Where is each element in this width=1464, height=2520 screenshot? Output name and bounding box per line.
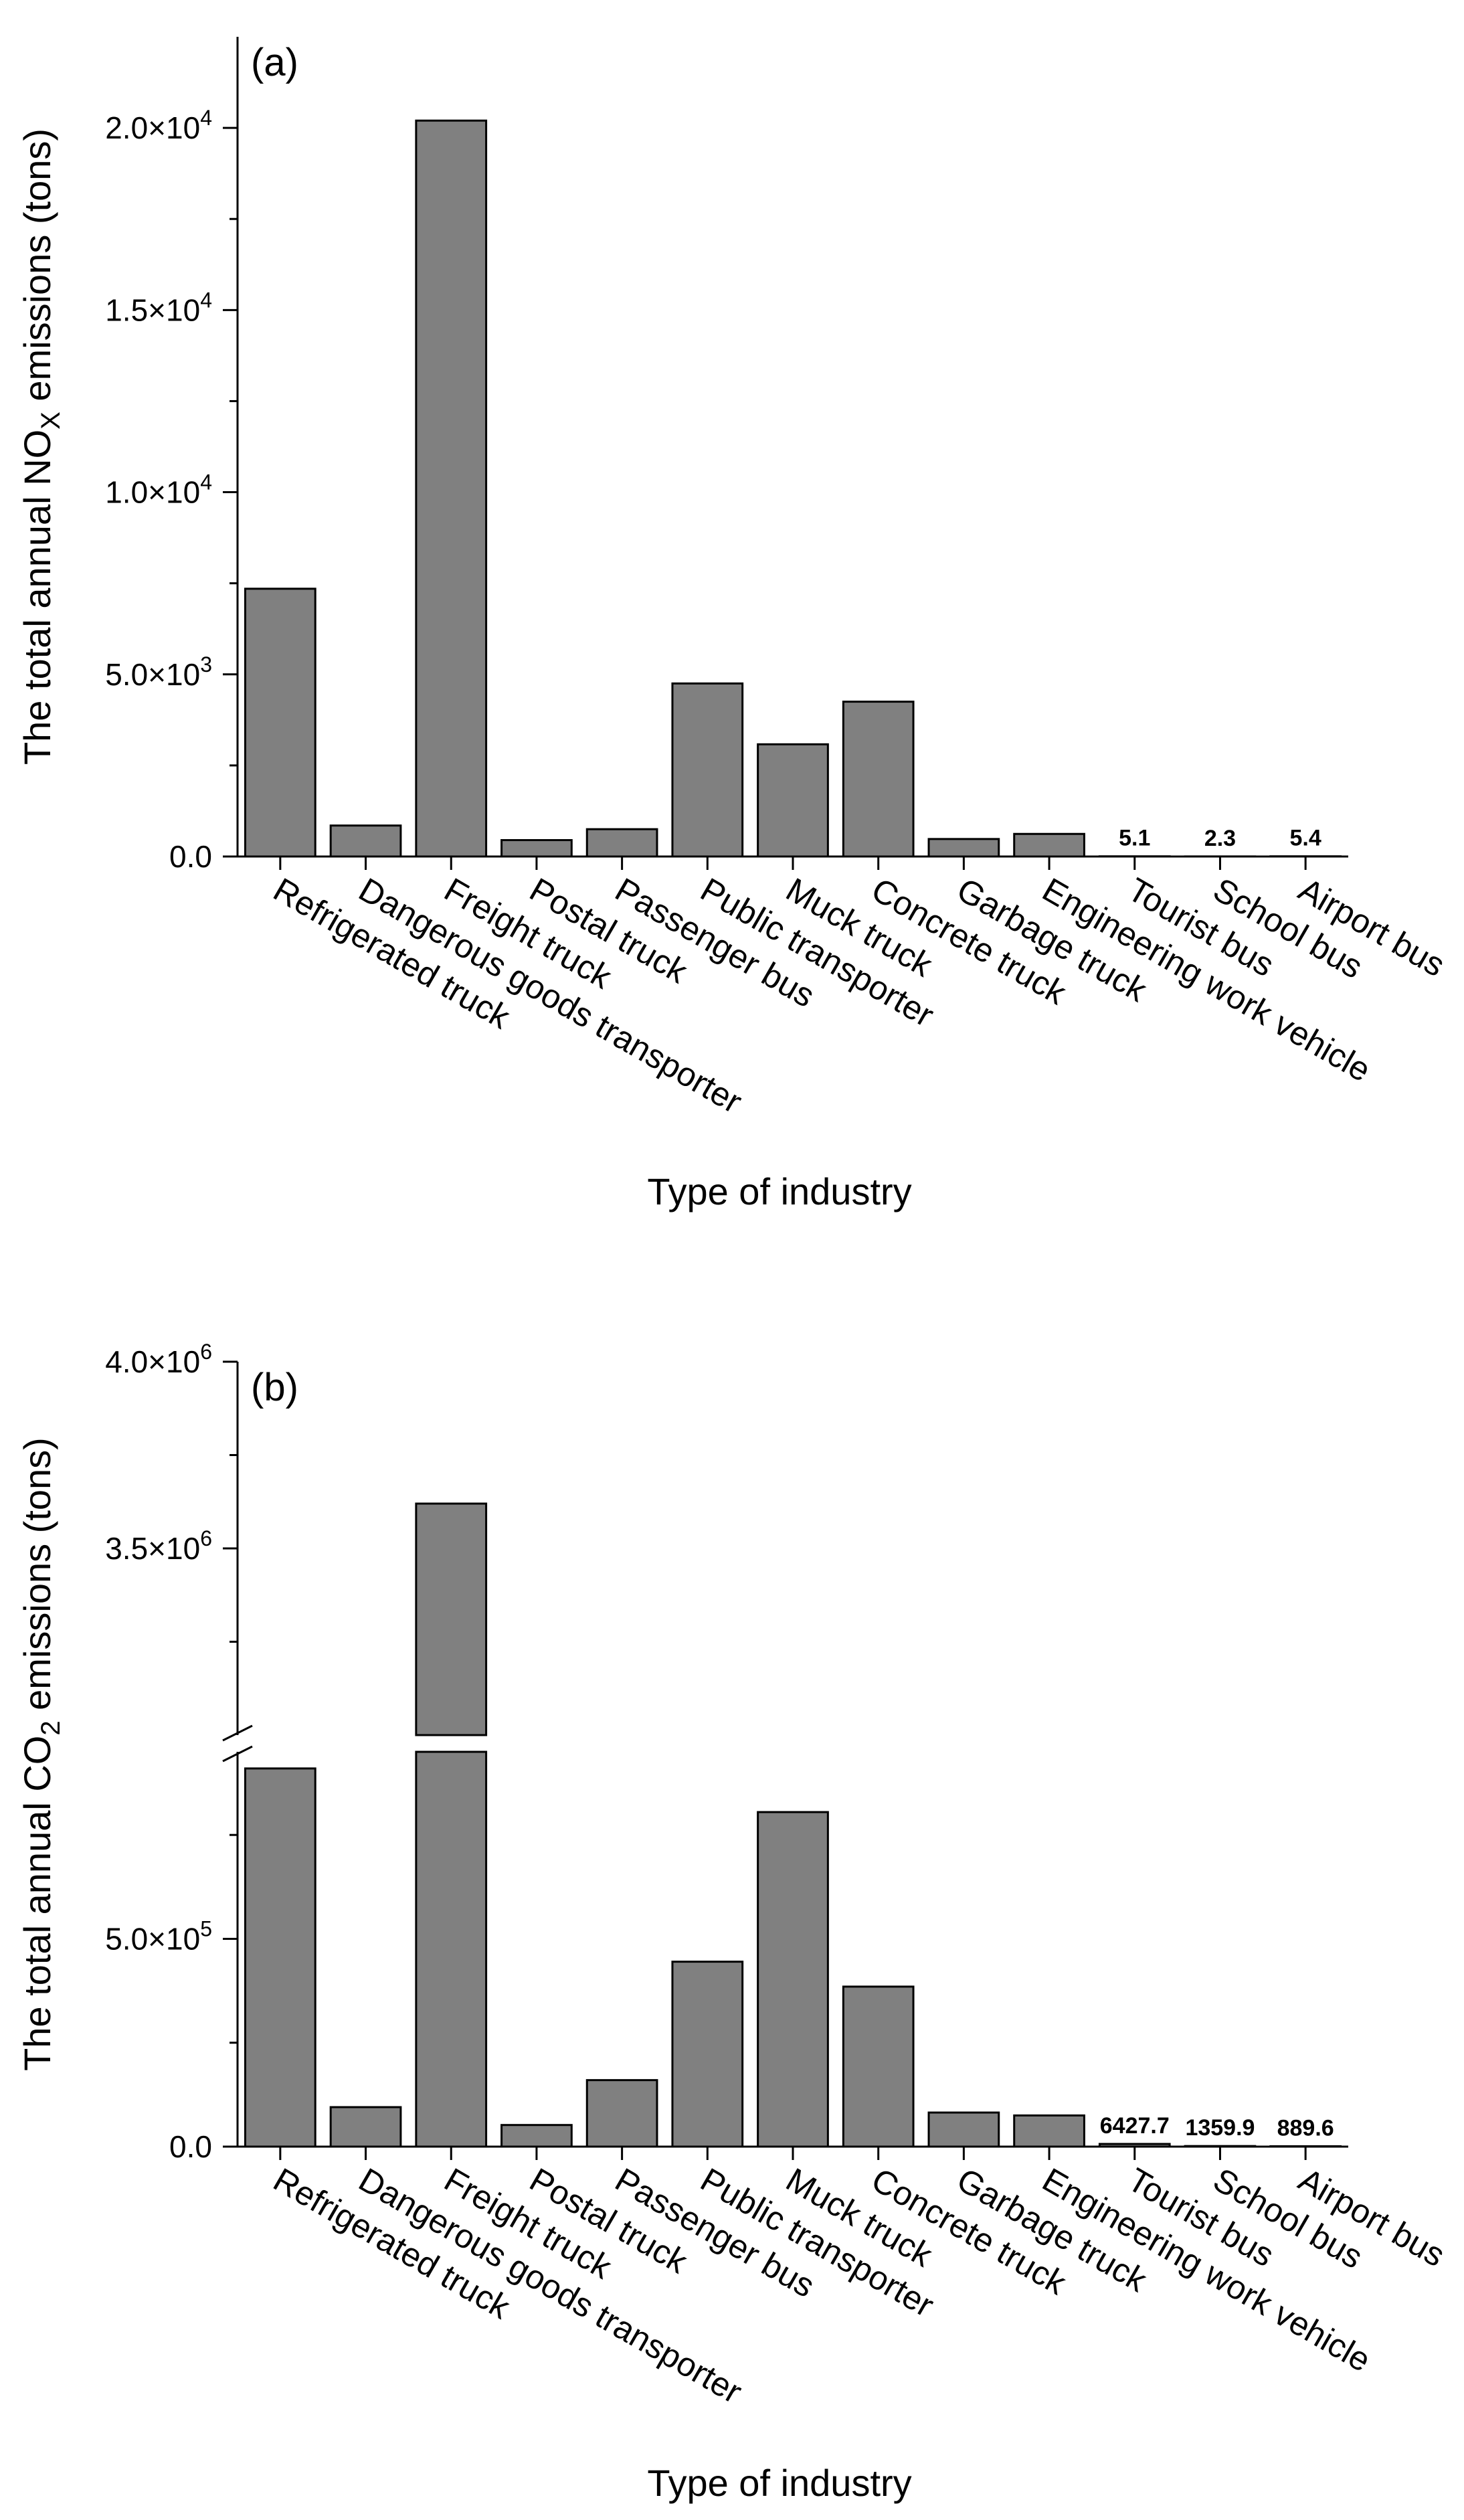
axis-break-mark [222, 1745, 253, 1763]
y-tick-label-mantissa: 0.0 [169, 2129, 212, 2164]
y-axis-title-sub: 2 [36, 1720, 66, 1735]
y-axis-title: The total annual CO2 emissions (tons) [16, 1437, 66, 2071]
y-tick-label-exponent: 6 [200, 1340, 212, 1364]
data-label: 6427.7 [1100, 2113, 1170, 2139]
y-tick-label-mantissa: 1.5×10 [105, 292, 200, 327]
y-tick-label-mantissa: 3.5×10 [105, 1531, 200, 1566]
y-tick-label: 0.0 [169, 839, 212, 874]
bar [500, 2124, 573, 2148]
data-label: 2.3 [1204, 826, 1236, 851]
data-label: 5.1 [1119, 826, 1150, 851]
data-label: 5.4 [1290, 826, 1321, 851]
bar [757, 743, 829, 858]
y-tick-label-exponent: 4 [200, 288, 212, 312]
y-axis-title-rest: emissions (tons) [16, 1437, 58, 1720]
bar [585, 2079, 658, 2148]
bar [671, 1961, 744, 2148]
y-tick-label-exponent: 4 [200, 470, 212, 494]
y-axis-title-main: The total annual CO [16, 1736, 58, 2071]
bar [585, 828, 658, 858]
bar [500, 839, 573, 858]
bar [842, 1985, 915, 2148]
bar [244, 588, 316, 858]
bar [329, 2106, 402, 2148]
data-label: 889.6 [1277, 2115, 1334, 2141]
y-tick-label-mantissa: 2.0×10 [105, 110, 200, 145]
bar [1013, 2114, 1085, 2148]
bar [415, 119, 488, 858]
y-tick-label-mantissa: 4.0×10 [105, 1344, 200, 1379]
bar-upper-segment [415, 1502, 488, 1736]
y-tick-label: 1.0×104 [105, 470, 212, 510]
y-tick-label: 1.5×104 [105, 288, 212, 327]
bar [842, 701, 915, 858]
y-tick-label: 4.0×106 [105, 1340, 212, 1379]
y-tick-label: 3.5×106 [105, 1526, 212, 1566]
data-label: 1359.9 [1185, 2115, 1255, 2141]
x-axis-title: Type of industry [647, 1170, 911, 1212]
y-tick-label: 2.0×104 [105, 106, 212, 145]
axis-break-mark [222, 1724, 253, 1742]
panel-label: (b) [251, 1366, 298, 1409]
y-axis-title-main: The total annual NO [16, 430, 58, 765]
panel-label: (a) [251, 41, 298, 84]
y-tick-label-exponent: 3 [200, 652, 212, 677]
bar [927, 838, 1000, 858]
y-axis-title-rest: emissions (tons) [16, 128, 58, 412]
y-tick-label: 5.0×105 [105, 1916, 212, 1956]
y-tick-label-mantissa: 0.0 [169, 839, 212, 874]
y-axis-title-sub: X [36, 412, 66, 430]
y-tick-label: 0.0 [169, 2129, 212, 2164]
bar [244, 1767, 316, 2148]
bar [329, 824, 402, 858]
x-axis-title: Type of industry [647, 2462, 911, 2504]
y-tick-label-mantissa: 1.0×10 [105, 475, 200, 510]
bar [671, 682, 744, 858]
y-tick-label-exponent: 5 [200, 1916, 212, 1941]
bar [927, 2111, 1000, 2148]
bar [1013, 832, 1085, 858]
y-tick-label-mantissa: 5.0×10 [105, 657, 200, 692]
y-tick-label-exponent: 4 [200, 106, 212, 130]
y-tick-label: 5.0×103 [105, 652, 212, 692]
bar [757, 1811, 829, 2148]
y-axis-title: The total annual NOX emissions (tons) [16, 128, 66, 765]
y-tick-label-exponent: 6 [200, 1526, 212, 1550]
bar-lower-segment [415, 1750, 488, 2148]
y-tick-label-mantissa: 5.0×10 [105, 1921, 200, 1956]
